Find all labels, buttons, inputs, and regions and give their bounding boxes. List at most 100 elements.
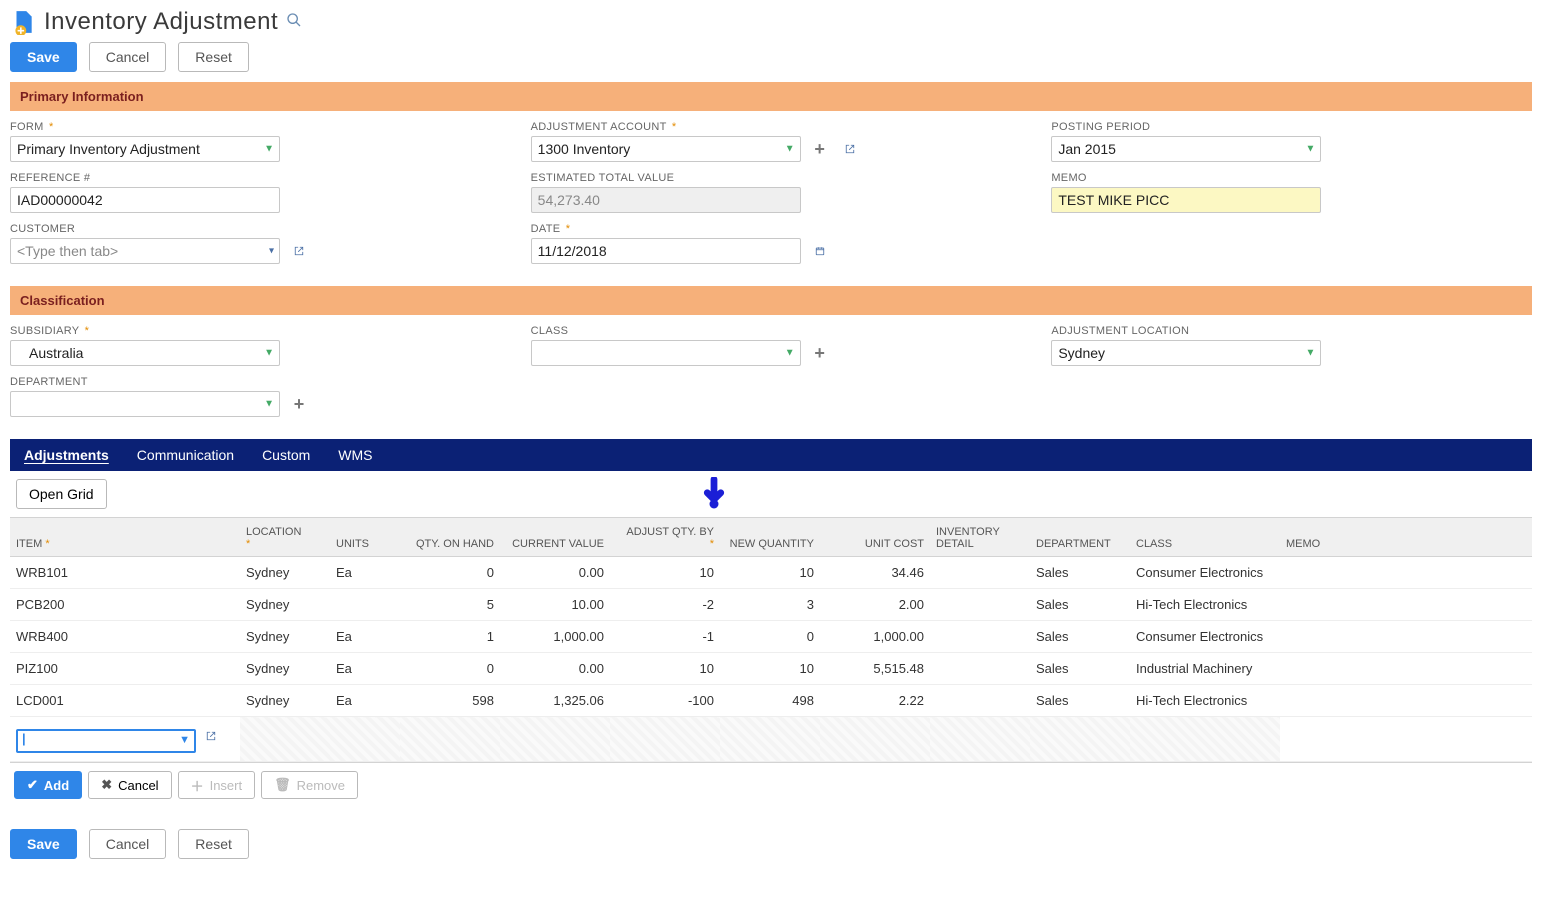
col-adjust-qty-by[interactable]: ADJUST QTY. BY* — [610, 518, 720, 557]
adjustment-account-add-icon[interactable]: + — [809, 138, 831, 160]
cell-inventory-detail[interactable] — [930, 557, 1030, 589]
cell-units[interactable] — [330, 589, 400, 621]
table-row[interactable]: PCB200Sydney510.00-232.00SalesHi-Tech El… — [10, 589, 1532, 621]
col-unit-cost[interactable]: UNIT COST — [820, 518, 930, 557]
entry-item-open-icon[interactable] — [200, 725, 222, 747]
class-select[interactable] — [531, 340, 801, 366]
col-memo[interactable]: MEMO — [1280, 518, 1532, 557]
memo-input[interactable] — [1051, 187, 1321, 213]
col-current-value[interactable]: CURRENT VALUE — [500, 518, 610, 557]
cell-new-quantity[interactable]: 10 — [720, 557, 820, 589]
department-select[interactable] — [10, 391, 280, 417]
col-inventory-detail[interactable]: INVENTORY DETAIL — [930, 518, 1030, 557]
cell-qty-on-hand[interactable]: 598 — [400, 685, 500, 717]
cell-memo[interactable] — [1280, 621, 1532, 653]
tab-custom[interactable]: Custom — [248, 439, 324, 471]
cell-unit-cost[interactable]: 2.22 — [820, 685, 930, 717]
cell-item[interactable]: PCB200 — [10, 589, 240, 621]
cell-adjust-qty-by[interactable]: -1 — [610, 621, 720, 653]
cell-department[interactable]: Sales — [1030, 621, 1130, 653]
tab-communication[interactable]: Communication — [123, 439, 248, 471]
entry-item-select[interactable]: |▼ — [16, 729, 196, 753]
adjustment-location-select[interactable]: Sydney — [1051, 340, 1321, 366]
cell-department[interactable]: Sales — [1030, 653, 1130, 685]
cancel-button-bottom[interactable]: Cancel — [89, 829, 167, 859]
cell-location[interactable]: Sydney — [240, 685, 330, 717]
tab-wms[interactable]: WMS — [324, 439, 386, 471]
cell-class[interactable]: Industrial Machinery — [1130, 653, 1280, 685]
table-row[interactable]: WRB101SydneyEa00.00101034.46SalesConsume… — [10, 557, 1532, 589]
table-row[interactable]: PIZ100SydneyEa00.0010105,515.48SalesIndu… — [10, 653, 1532, 685]
cell-class[interactable]: Hi-Tech Electronics — [1130, 589, 1280, 621]
tab-adjustments[interactable]: Adjustments — [10, 439, 123, 471]
cell-unit-cost[interactable]: 5,515.48 — [820, 653, 930, 685]
col-units[interactable]: UNITS — [330, 518, 400, 557]
table-row[interactable]: LCD001SydneyEa5981,325.06-1004982.22Sale… — [10, 685, 1532, 717]
cancel-button[interactable]: Cancel — [89, 42, 167, 72]
table-entry-row[interactable]: |▼ — [10, 717, 1532, 762]
cell-new-quantity[interactable]: 10 — [720, 653, 820, 685]
col-qty-on-hand[interactable]: QTY. ON HAND — [400, 518, 500, 557]
cell-department[interactable]: Sales — [1030, 557, 1130, 589]
col-item[interactable]: ITEM * — [10, 518, 240, 557]
cell-units[interactable]: Ea — [330, 621, 400, 653]
cell-current-value[interactable]: 1,325.06 — [500, 685, 610, 717]
grid-add-button[interactable]: ✔Add — [14, 771, 82, 799]
cell-item[interactable]: LCD001 — [10, 685, 240, 717]
calendar-icon[interactable] — [809, 240, 831, 262]
col-location[interactable]: LOCATION* — [240, 518, 330, 557]
cell-adjust-qty-by[interactable]: 10 — [610, 653, 720, 685]
cell-department[interactable]: Sales — [1030, 589, 1130, 621]
cell-item[interactable]: PIZ100 — [10, 653, 240, 685]
cell-unit-cost[interactable]: 34.46 — [820, 557, 930, 589]
table-row[interactable]: WRB400SydneyEa11,000.00-101,000.00SalesC… — [10, 621, 1532, 653]
grid-cancel-button[interactable]: ✖Cancel — [88, 771, 171, 799]
reset-button-bottom[interactable]: Reset — [178, 829, 249, 859]
cell-class[interactable]: Consumer Electronics — [1130, 621, 1280, 653]
cell-adjust-qty-by[interactable]: -100 — [610, 685, 720, 717]
cell-class[interactable]: Hi-Tech Electronics — [1130, 685, 1280, 717]
form-select[interactable]: Primary Inventory Adjustment — [10, 136, 280, 162]
cell-adjust-qty-by[interactable]: -2 — [610, 589, 720, 621]
cell-qty-on-hand[interactable]: 0 — [400, 653, 500, 685]
cell-memo[interactable] — [1280, 589, 1532, 621]
cell-inventory-detail[interactable] — [930, 621, 1030, 653]
cell-new-quantity[interactable]: 0 — [720, 621, 820, 653]
cell-inventory-detail[interactable] — [930, 653, 1030, 685]
cell-inventory-detail[interactable] — [930, 589, 1030, 621]
reference-input[interactable] — [10, 187, 280, 213]
cell-unit-cost[interactable]: 1,000.00 — [820, 621, 930, 653]
cell-current-value[interactable]: 0.00 — [500, 653, 610, 685]
cell-item[interactable]: WRB101 — [10, 557, 240, 589]
department-add-icon[interactable]: + — [288, 393, 310, 415]
adjustment-account-select[interactable]: 1300 Inventory — [531, 136, 801, 162]
save-button[interactable]: Save — [10, 42, 77, 72]
customer-open-icon[interactable] — [288, 240, 310, 262]
cell-memo[interactable] — [1280, 685, 1532, 717]
col-department[interactable]: DEPARTMENT — [1030, 518, 1130, 557]
cell-new-quantity[interactable]: 498 — [720, 685, 820, 717]
posting-period-select[interactable]: Jan 2015 — [1051, 136, 1321, 162]
cell-adjust-qty-by[interactable]: 10 — [610, 557, 720, 589]
cell-location[interactable]: Sydney — [240, 621, 330, 653]
cell-units[interactable]: Ea — [330, 685, 400, 717]
open-grid-button[interactable]: Open Grid — [16, 479, 107, 509]
cell-item[interactable]: WRB400 — [10, 621, 240, 653]
cell-class[interactable]: Consumer Electronics — [1130, 557, 1280, 589]
cell-units[interactable]: Ea — [330, 653, 400, 685]
cell-memo[interactable] — [1280, 557, 1532, 589]
search-icon[interactable] — [286, 12, 302, 33]
cell-current-value[interactable]: 0.00 — [500, 557, 610, 589]
reset-button[interactable]: Reset — [178, 42, 249, 72]
cell-qty-on-hand[interactable]: 5 — [400, 589, 500, 621]
cell-location[interactable]: Sydney — [240, 589, 330, 621]
cell-units[interactable]: Ea — [330, 557, 400, 589]
cell-location[interactable]: Sydney — [240, 653, 330, 685]
date-input[interactable] — [531, 238, 801, 264]
class-add-icon[interactable]: + — [809, 342, 831, 364]
customer-select[interactable]: <Type then tab> — [10, 238, 280, 264]
cell-current-value[interactable]: 1,000.00 — [500, 621, 610, 653]
cell-inventory-detail[interactable] — [930, 685, 1030, 717]
col-class[interactable]: CLASS — [1130, 518, 1280, 557]
col-new-quantity[interactable]: NEW QUANTITY — [720, 518, 820, 557]
